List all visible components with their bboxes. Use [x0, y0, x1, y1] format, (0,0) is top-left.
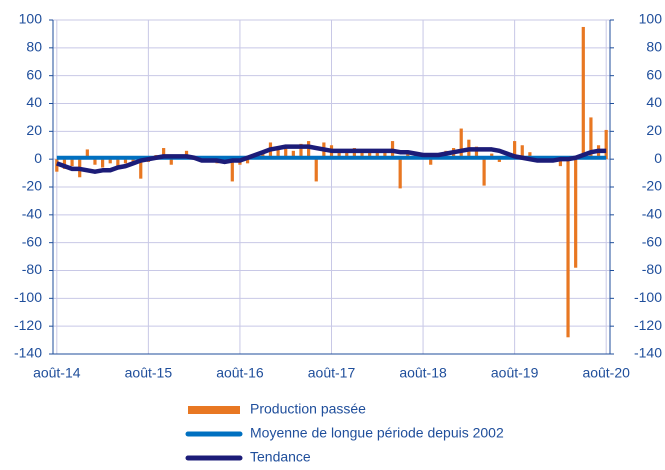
bar [375, 152, 379, 160]
legend-label: Production passée [250, 401, 366, 417]
y2-tick-label: 60 [646, 66, 662, 82]
y-tick-label: 60 [26, 66, 42, 82]
y2-tick-label: 20 [646, 122, 662, 138]
bar [162, 148, 166, 160]
x-tick-label: août-14 [33, 365, 81, 381]
y-tick-label: 40 [26, 94, 42, 110]
bar [459, 128, 463, 160]
y2-tick-label: -120 [634, 317, 662, 333]
y-tick-label: 100 [19, 11, 43, 27]
bar [337, 149, 341, 160]
legend-label: Moyenne de longue période depuis 2002 [250, 425, 504, 441]
bar [245, 159, 250, 164]
x-tick-label: août-17 [308, 365, 356, 381]
bar [528, 152, 532, 160]
bar [574, 159, 578, 268]
bar [345, 152, 349, 160]
bar [429, 159, 433, 165]
bar [85, 149, 89, 160]
y-tick-label: -120 [14, 317, 42, 333]
bar [513, 141, 517, 160]
y2-tick-label: 80 [646, 39, 662, 55]
x-tick-label: août-20 [582, 365, 630, 381]
bar [100, 159, 105, 168]
bar [108, 159, 112, 164]
bar [360, 150, 364, 160]
y2-tick-label: -100 [634, 289, 662, 305]
bar [604, 129, 608, 160]
bar [581, 26, 585, 160]
y-tick-label: 20 [26, 122, 42, 138]
y2-tick-label: 40 [646, 94, 662, 110]
bar [261, 150, 265, 160]
y2-tick-label: -140 [634, 345, 662, 361]
bar [497, 159, 501, 162]
bar [314, 159, 318, 182]
y-tick-label: 80 [26, 39, 42, 55]
bar [123, 159, 128, 164]
x-tick-label: août-15 [125, 365, 173, 381]
bar [291, 150, 295, 160]
legend-swatch [188, 406, 240, 414]
y-tick-label: -100 [14, 289, 42, 305]
y-tick-label: -20 [22, 178, 42, 194]
bar [558, 159, 563, 167]
y2-tick-label: -80 [642, 261, 662, 277]
legend-label: Tendance [250, 449, 311, 465]
bar [116, 159, 120, 167]
y2-tick-label: 0 [654, 150, 662, 166]
bar [589, 117, 593, 160]
bar [169, 159, 173, 165]
y-tick-label: 0 [34, 150, 42, 166]
y-tick-label: -80 [22, 261, 42, 277]
y2-tick-label: -40 [642, 206, 662, 222]
bar [398, 159, 402, 189]
bar [520, 145, 524, 160]
bar [139, 159, 143, 179]
bar [131, 159, 135, 162]
line [56, 144, 607, 174]
x-tick-label: août-16 [216, 365, 264, 381]
bar [93, 159, 97, 165]
bar [276, 148, 280, 160]
bar [474, 146, 479, 160]
y2-tick-label: -60 [642, 233, 662, 249]
bar [368, 149, 372, 160]
bar [383, 150, 387, 160]
y2-tick-label: -20 [642, 178, 662, 194]
bar [230, 159, 234, 182]
y-tick-label: -60 [22, 233, 42, 249]
bar [482, 159, 486, 186]
bar [566, 159, 570, 338]
y2-tick-label: 100 [639, 11, 663, 27]
bar [352, 148, 356, 160]
x-tick-label: août-19 [491, 365, 539, 381]
bar [307, 141, 311, 160]
bar [70, 159, 74, 167]
bar [284, 145, 288, 160]
bar [299, 143, 303, 160]
y-tick-label: -40 [22, 206, 42, 222]
x-tick-label: août-18 [399, 365, 447, 381]
y-tick-label: -140 [14, 345, 42, 361]
